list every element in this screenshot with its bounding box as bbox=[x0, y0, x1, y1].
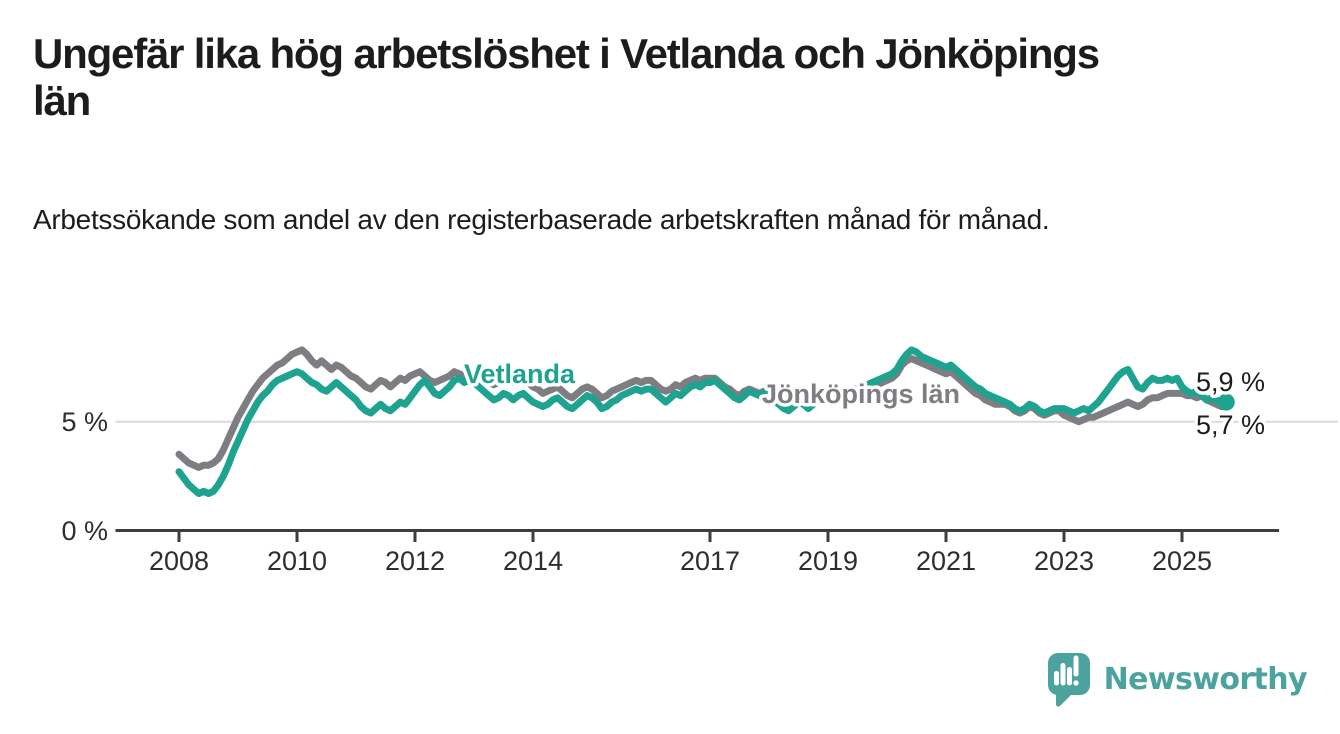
x-axis-label-2012: 2012 bbox=[385, 546, 445, 576]
end-value-label-jonkopings-lan: 5,7 % bbox=[1196, 410, 1265, 440]
page-subtitle: Arbetssökande som andel av den registerb… bbox=[33, 204, 1050, 235]
x-axis-label-2010: 2010 bbox=[267, 546, 327, 576]
series-line-vetlanda bbox=[175, 346, 1230, 497]
x-axis-label-2019: 2019 bbox=[798, 546, 858, 576]
bar-chart-speech-bubble-icon bbox=[1047, 653, 1090, 707]
x-axis-label-2014: 2014 bbox=[503, 546, 563, 576]
x-axis-label-2017: 2017 bbox=[680, 546, 740, 576]
x-axis-label-2025: 2025 bbox=[1152, 546, 1212, 576]
series-end-dot-vetlanda bbox=[1217, 393, 1235, 411]
y-axis-label-5: 5 % bbox=[61, 407, 108, 437]
y-axis-label-0: 0 % bbox=[61, 516, 108, 546]
x-axis-label-2021: 2021 bbox=[916, 546, 976, 576]
end-value-label-vetlanda: 5,9 % bbox=[1196, 367, 1265, 397]
series-label-jonkopings-lan: Jönköpings län bbox=[762, 379, 960, 409]
newsworthy-logo[interactable]: Newsworthy bbox=[1047, 650, 1308, 712]
page-title: Ungefär lika hög arbetslöshet i Vetlanda… bbox=[33, 30, 1100, 125]
x-axis-label-2023: 2023 bbox=[1034, 546, 1094, 576]
x-axis-label-2008: 2008 bbox=[149, 546, 209, 576]
series-label-vetlanda: Vetlanda bbox=[464, 359, 576, 389]
brand-name: Newsworthy bbox=[1103, 661, 1308, 697]
